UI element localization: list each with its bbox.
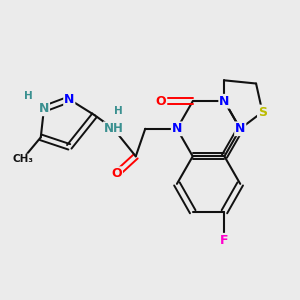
Text: N: N [39,102,49,115]
Text: CH₃: CH₃ [13,154,34,164]
Text: S: S [258,106,267,118]
Text: O: O [111,167,122,180]
Text: N: N [235,122,245,135]
Text: H: H [114,106,123,116]
Text: H: H [24,91,32,101]
Text: N: N [219,95,230,108]
Text: F: F [220,234,229,247]
Text: N: N [172,122,182,135]
Text: O: O [156,95,167,108]
Text: NH: NH [104,122,124,135]
Text: N: N [64,93,74,106]
